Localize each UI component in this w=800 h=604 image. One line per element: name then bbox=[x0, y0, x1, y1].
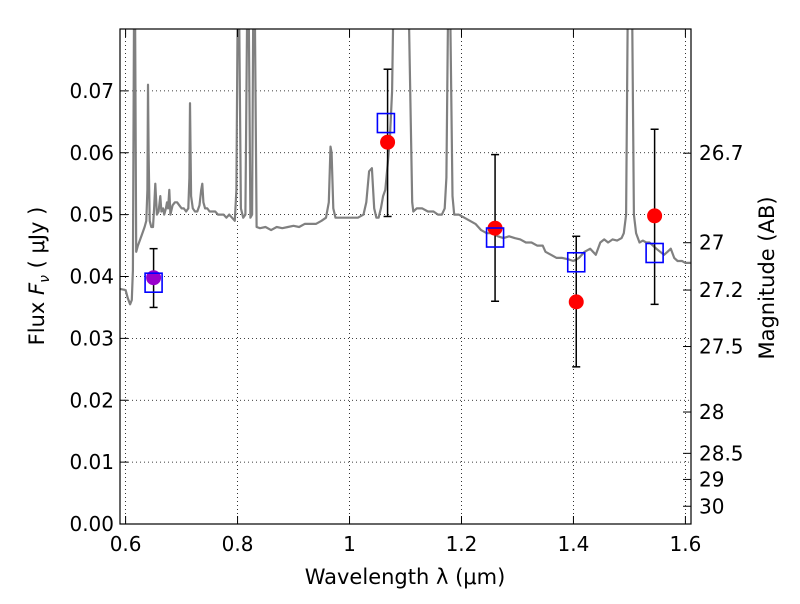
observed-point bbox=[568, 294, 584, 310]
observed-point bbox=[647, 208, 663, 224]
y-tick-label: 0.04 bbox=[69, 265, 114, 289]
y-tick-label: 0.00 bbox=[69, 512, 114, 536]
model-photometry-square bbox=[645, 242, 664, 264]
y-axis-label-subscript: ν bbox=[37, 275, 53, 283]
x-tick-label: 0.8 bbox=[222, 532, 254, 556]
right-tick-label: 28.5 bbox=[699, 441, 744, 465]
right-tick-label: 27.2 bbox=[699, 278, 744, 302]
y-tick-label: 0.06 bbox=[69, 141, 114, 165]
model-photometry-square bbox=[485, 227, 505, 248]
y-axis-label: Flux Fν ( μJy ) bbox=[25, 207, 53, 346]
right-tick-label: 29 bbox=[699, 467, 724, 491]
right-axis-ticks: 26.7 27 27.2 27.5 28 28.529 30 bbox=[683, 141, 744, 518]
right-tick-label: 30 bbox=[699, 494, 724, 518]
x-tick-label: 0.6 bbox=[110, 532, 142, 556]
right-tick-label: 27.5 bbox=[699, 335, 744, 359]
y-tick-label: 0.03 bbox=[69, 326, 114, 350]
x-axis-ticks: 0.6 0.8 1 1.2 1.4 1.6 bbox=[110, 29, 701, 556]
grid bbox=[120, 29, 691, 524]
model-photometry bbox=[144, 112, 664, 293]
x-tick-label: 1 bbox=[343, 532, 356, 556]
x-tick-label: 1.6 bbox=[669, 532, 701, 556]
y-tick-label: 0.05 bbox=[69, 203, 114, 227]
y-axis-label-symbol: F bbox=[25, 282, 49, 295]
y-tick-label: 0.01 bbox=[69, 450, 114, 474]
y-tick-label: 0.07 bbox=[69, 79, 114, 103]
x-tick-label: 1.2 bbox=[446, 532, 478, 556]
right-axis-label: Magnitude (AB) bbox=[755, 196, 779, 359]
right-tick-label: 27 bbox=[699, 231, 724, 255]
y-axis-label-unit: ( μJy ) bbox=[25, 207, 49, 275]
right-tick-label: 28 bbox=[699, 400, 724, 424]
model-photometry-square bbox=[376, 112, 396, 134]
observed-point bbox=[380, 134, 396, 150]
model-photometry-square bbox=[144, 272, 163, 293]
x-axis-label: Wavelength λ (μm) bbox=[305, 565, 506, 589]
right-tick-label: 26.7 bbox=[699, 141, 744, 165]
y-axis-label-prefix: Flux bbox=[25, 295, 49, 345]
y-axis-ticks: 0.00 0.01 0.02 0.03 0.04 0.05 0.06 0.07 bbox=[69, 79, 128, 536]
model-photometry-square bbox=[566, 251, 586, 273]
x-tick-label: 1.4 bbox=[558, 532, 590, 556]
y-tick-label: 0.02 bbox=[69, 388, 114, 412]
